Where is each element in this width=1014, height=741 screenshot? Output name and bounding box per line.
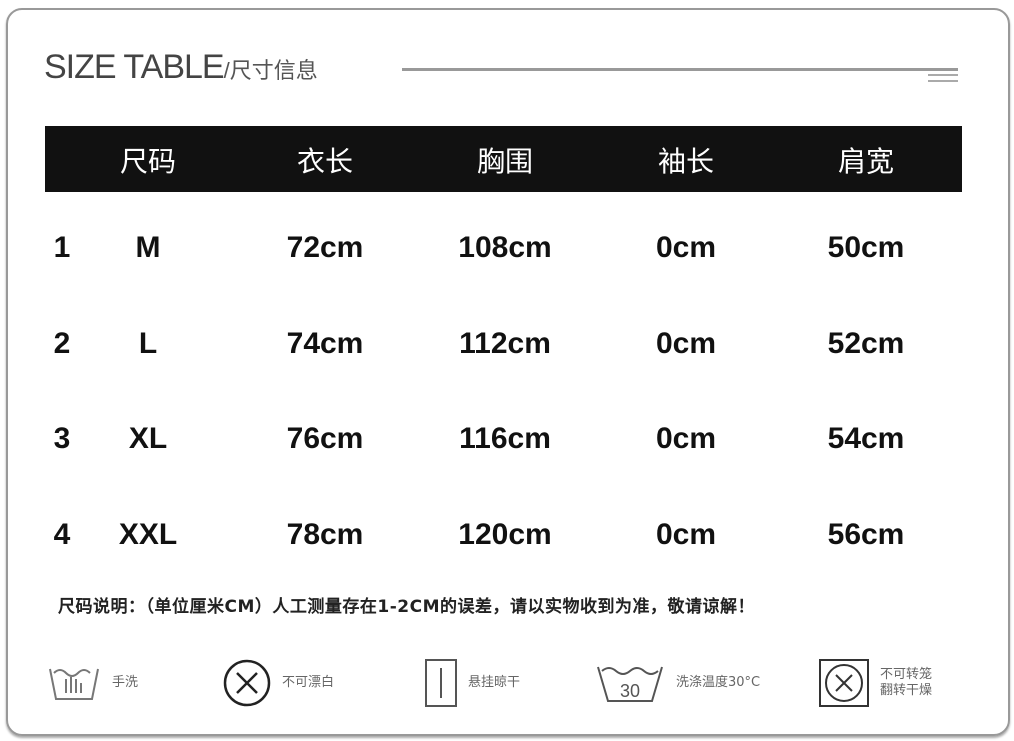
table-header: 尺码 衣长 胸围 袖长 肩宽 bbox=[45, 126, 962, 192]
cell-index: 2 bbox=[53, 327, 71, 360]
cell-index: 3 bbox=[53, 422, 71, 455]
cell-size: XL bbox=[128, 422, 168, 455]
cell-length: 78cm bbox=[286, 518, 364, 551]
header-shoulder: 肩宽 bbox=[837, 145, 895, 178]
cell-sleeve: 0cm bbox=[655, 422, 717, 455]
cell-sleeve: 0cm bbox=[655, 231, 717, 264]
cell-shoulder: 56cm bbox=[827, 518, 905, 551]
cell-length: 72cm bbox=[286, 231, 364, 264]
care-label: 洗涤温度30°C bbox=[676, 675, 761, 690]
cell-shoulder: 50cm bbox=[827, 231, 905, 264]
line-dry-icon bbox=[425, 659, 457, 707]
cell-chest: 108cm bbox=[458, 231, 552, 264]
menu-lines-icon bbox=[928, 74, 958, 86]
title-sub: /尺寸信息 bbox=[223, 58, 318, 83]
wash-temp: 30 bbox=[620, 681, 640, 701]
no-bleach-icon bbox=[223, 659, 271, 707]
cell-length: 74cm bbox=[286, 327, 364, 360]
table-row: 2 L 74cm 112cm 0cm 52cm bbox=[0, 327, 1014, 367]
care-label: 手洗 bbox=[112, 675, 139, 690]
cell-shoulder: 52cm bbox=[827, 327, 905, 360]
size-table-card bbox=[6, 8, 1010, 736]
care-label: 悬挂晾干 bbox=[468, 675, 521, 690]
cell-index: 4 bbox=[53, 518, 71, 551]
header-size: 尺码 bbox=[119, 145, 177, 178]
table-row: 1 M 72cm 108cm 0cm 50cm bbox=[0, 231, 1014, 271]
table-row: 4 XXL 78cm 120cm 0cm 56cm bbox=[0, 518, 1014, 558]
size-note: 尺码说明：（单位厘米CM）人工测量存在1-2CM的误差，请以实物收到为准，敬请谅… bbox=[58, 597, 755, 617]
cell-shoulder: 54cm bbox=[827, 422, 905, 455]
cell-length: 76cm bbox=[286, 422, 364, 455]
header-sleeve: 袖长 bbox=[657, 145, 715, 178]
header-chest: 胸围 bbox=[476, 145, 534, 178]
cell-chest: 120cm bbox=[458, 518, 552, 551]
care-label: 不可转笼翻转干燥 bbox=[880, 667, 933, 698]
hand-wash-icon bbox=[49, 668, 99, 700]
care-wash-30: 30 洗涤温度30°C bbox=[596, 657, 760, 709]
care-line-dry: 悬挂晾干 bbox=[424, 657, 520, 709]
care-hand-wash: 手洗 bbox=[46, 657, 138, 709]
title-divider bbox=[402, 68, 958, 71]
cell-sleeve: 0cm bbox=[655, 518, 717, 551]
cell-sleeve: 0cm bbox=[655, 327, 717, 360]
cell-chest: 116cm bbox=[459, 422, 551, 455]
wash-30-icon: 30 bbox=[597, 666, 663, 702]
care-label: 不可漂白 bbox=[282, 675, 335, 690]
cell-size: M bbox=[135, 231, 161, 264]
table-row: 3 XL 76cm 116cm 0cm 54cm bbox=[0, 422, 1014, 462]
page-title: SIZE TABLE/尺寸信息 bbox=[44, 48, 318, 87]
care-no-bleach: 不可漂白 bbox=[222, 657, 334, 709]
cell-index: 1 bbox=[53, 231, 71, 264]
title-main: SIZE TABLE bbox=[44, 48, 225, 86]
no-tumble-dry-icon bbox=[819, 659, 869, 707]
cell-size: XXL bbox=[118, 518, 178, 551]
cell-size: L bbox=[138, 327, 158, 360]
cell-chest: 112cm bbox=[459, 327, 551, 360]
header-length: 衣长 bbox=[296, 145, 354, 178]
care-no-tumble-dry: 不可转笼翻转干燥 bbox=[818, 657, 936, 709]
